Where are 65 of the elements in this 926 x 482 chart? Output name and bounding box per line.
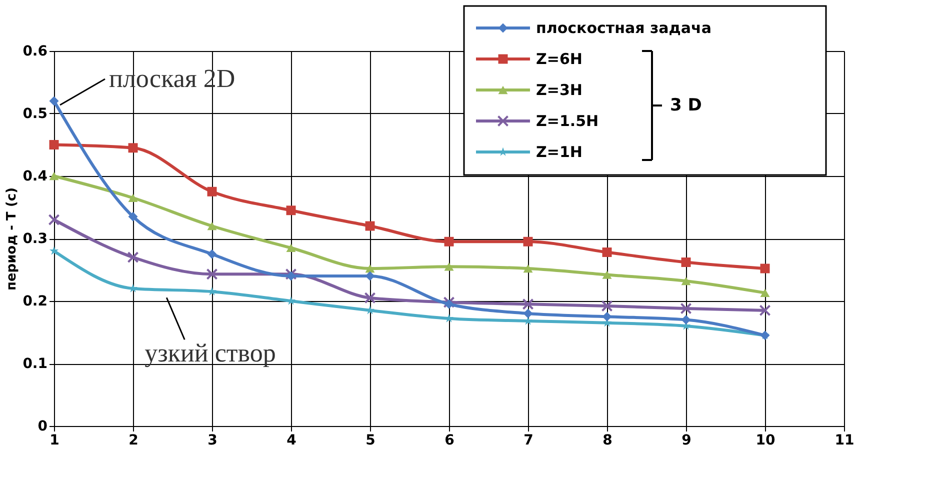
point <box>523 264 533 273</box>
point <box>602 270 612 279</box>
point <box>760 264 770 274</box>
x-tick-label: 8 <box>602 432 612 448</box>
legend-label: Z=6H <box>536 50 582 68</box>
point <box>285 268 297 280</box>
point <box>207 186 217 196</box>
point <box>207 249 217 259</box>
legend-label: плоскостная задача <box>536 19 712 37</box>
point <box>602 312 612 322</box>
point <box>48 214 60 226</box>
y-tick-label: 0.6 <box>22 44 48 60</box>
point <box>286 244 296 252</box>
point <box>523 236 533 246</box>
point <box>207 222 217 230</box>
point <box>601 300 613 312</box>
point <box>444 299 454 309</box>
point <box>681 315 691 324</box>
x-tick-label: 10 <box>756 432 776 448</box>
point <box>128 194 138 202</box>
point <box>759 304 771 316</box>
point <box>128 143 138 153</box>
point <box>602 248 612 257</box>
point <box>523 308 533 318</box>
x-tick-label: 4 <box>286 432 297 448</box>
x-tick-label: 5 <box>366 432 376 448</box>
point <box>49 246 59 255</box>
legend-label: Z=3H <box>536 81 582 99</box>
annotation: узкий створ <box>144 338 276 368</box>
point <box>444 262 454 271</box>
point <box>206 268 218 280</box>
point <box>365 264 375 273</box>
point <box>286 206 296 216</box>
point <box>681 276 691 286</box>
point <box>443 296 455 308</box>
x-tick-label: 3 <box>208 432 218 448</box>
x-tick-label: 6 <box>444 432 454 448</box>
x-tick-label: 7 <box>524 432 534 448</box>
point <box>365 271 375 281</box>
point <box>127 252 139 263</box>
y-tick-label: 0.1 <box>22 356 48 372</box>
x-tick-label: 11 <box>834 432 854 448</box>
y-tick-label: 0.3 <box>22 231 48 247</box>
x-tick-label: 9 <box>682 432 692 448</box>
point <box>444 236 454 246</box>
point <box>128 212 138 222</box>
point <box>49 140 59 150</box>
point <box>286 271 296 281</box>
point <box>680 302 692 314</box>
point <box>365 221 375 231</box>
y-tick-label: 0.4 <box>22 168 48 184</box>
point <box>49 96 59 106</box>
legend-label: Z=1H <box>536 143 582 161</box>
y-axis-title: период - T (c) <box>4 187 20 291</box>
x-tick-label: 1 <box>50 432 60 448</box>
x-tick-label: 2 <box>128 432 138 448</box>
point <box>760 288 770 297</box>
annotation: 3 D <box>670 96 702 116</box>
y-tick-label: 0 <box>38 418 48 434</box>
point <box>364 292 376 304</box>
y-tick-label: 0.2 <box>22 294 48 310</box>
y-tick-label: 0.5 <box>22 106 48 122</box>
point <box>681 258 691 267</box>
point <box>522 298 534 310</box>
legend-label: Z=1.5H <box>536 112 599 130</box>
